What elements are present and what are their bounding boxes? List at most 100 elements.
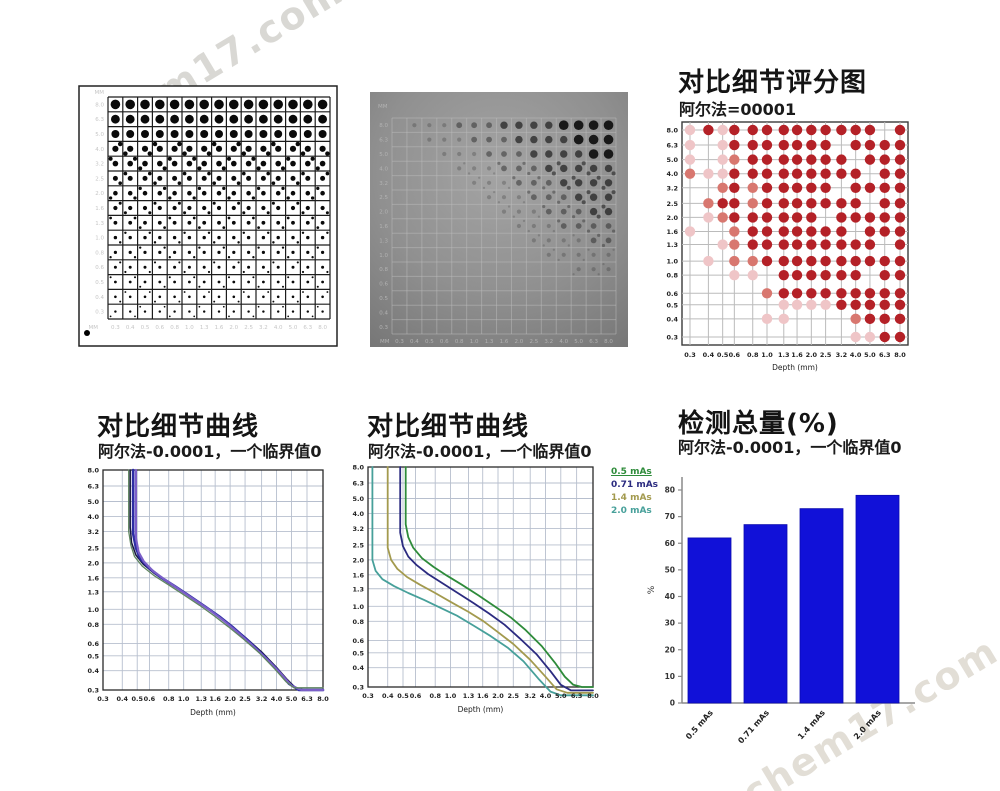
legend-item-1.4mAs: 1.4 mAs	[611, 493, 652, 503]
svg-text:0.5: 0.5	[379, 296, 388, 302]
svg-text:5.0: 5.0	[864, 351, 876, 359]
svg-text:1.3: 1.3	[379, 238, 388, 244]
svg-text:5.0: 5.0	[95, 132, 104, 138]
svg-text:1.3: 1.3	[666, 241, 678, 249]
svg-text:Depth (mm): Depth (mm)	[772, 363, 818, 372]
svg-text:1.4 mAs: 1.4 mAs	[796, 708, 827, 741]
svg-text:5.0: 5.0	[555, 692, 567, 700]
svg-text:0.5: 0.5	[87, 652, 99, 660]
svg-text:5.0: 5.0	[352, 495, 364, 503]
svg-text:1.6: 1.6	[209, 695, 221, 703]
svg-text:3.2: 3.2	[836, 351, 848, 359]
svg-text:0.8: 0.8	[379, 267, 388, 273]
svg-text:6.3: 6.3	[666, 142, 678, 150]
svg-text:6.3: 6.3	[303, 325, 312, 331]
svg-text:0.3: 0.3	[87, 687, 99, 695]
svg-text:0.4: 0.4	[95, 295, 104, 301]
svg-text:2.0: 2.0	[352, 556, 364, 564]
svg-text:0.3: 0.3	[395, 339, 404, 345]
svg-text:0.5: 0.5	[352, 649, 364, 657]
svg-text:6.3: 6.3	[879, 351, 891, 359]
svg-text:MM: MM	[380, 339, 390, 345]
svg-text:0.4: 0.4	[126, 325, 135, 331]
svg-text:1.3: 1.3	[95, 221, 104, 227]
svg-text:0.3: 0.3	[111, 325, 120, 331]
svg-text:0.8: 0.8	[95, 250, 104, 256]
svg-text:8.0: 8.0	[379, 123, 388, 129]
svg-text:2.0: 2.0	[224, 695, 236, 703]
svg-text:1.0: 1.0	[352, 603, 364, 611]
svg-text:1.3: 1.3	[778, 351, 790, 359]
svg-text:5.0: 5.0	[289, 325, 298, 331]
cd-curve-combined-panel: 8.0 6.3 5.0 4.0 3.2 2.5 2.0 1.6 1.3 1.0 0.8 0.6 0.5 0…	[66, 455, 366, 740]
svg-text:3.2: 3.2	[352, 525, 364, 533]
svg-text:5.0: 5.0	[574, 339, 583, 345]
svg-text:4.0: 4.0	[274, 325, 283, 331]
svg-text:4.0: 4.0	[666, 170, 678, 178]
svg-text:70: 70	[665, 512, 675, 521]
score-map-plot: 8.06.35.04.03.22.52.01.61.31.00.80.60.50…	[666, 121, 909, 372]
svg-text:8.0: 8.0	[894, 351, 906, 359]
svg-text:1.6: 1.6	[215, 325, 224, 331]
detection-total-subtitle: 阿尔法-0.0001，一个临界值0	[678, 438, 902, 457]
legend-item-0.71mAs: 0.71 mAs	[611, 480, 659, 490]
svg-text:2.0: 2.0	[515, 339, 524, 345]
svg-text:6.3: 6.3	[301, 695, 313, 703]
svg-text:MM: MM	[95, 90, 105, 96]
score-map-subtitle: 阿尔法=00001	[679, 100, 797, 119]
svg-text:8.0: 8.0	[352, 464, 364, 472]
svg-text:MM: MM	[89, 325, 99, 331]
svg-text:1.0: 1.0	[761, 351, 773, 359]
svg-text:6.3: 6.3	[571, 692, 583, 700]
svg-text:0.6: 0.6	[144, 695, 156, 703]
svg-text:0.6: 0.6	[379, 282, 388, 288]
svg-text:8.0: 8.0	[317, 695, 329, 703]
svg-text:1.6: 1.6	[352, 571, 364, 579]
detection-total-plot: 0 10 20 30 40 50 60 70 80 0.5 mAs 0.71 mAs 1.4 mAs 2…	[647, 477, 915, 745]
svg-text:0.5: 0.5	[425, 339, 434, 345]
svg-text:1.3: 1.3	[485, 339, 494, 345]
svg-text:0.8: 0.8	[170, 325, 179, 331]
svg-text:6.3: 6.3	[95, 117, 104, 123]
svg-text:0.8: 0.8	[429, 692, 441, 700]
svg-text:2.0: 2.0	[95, 191, 104, 197]
svg-text:1.6: 1.6	[87, 574, 99, 582]
svg-text:3.2: 3.2	[259, 325, 268, 331]
svg-text:0.8: 0.8	[87, 621, 99, 629]
svg-text:0.8: 0.8	[455, 339, 464, 345]
svg-text:2.5: 2.5	[820, 351, 832, 359]
svg-text:2.5: 2.5	[508, 692, 520, 700]
svg-text:0.6: 0.6	[352, 637, 364, 645]
svg-text:4.0: 4.0	[87, 513, 99, 521]
svg-text:0.6: 0.6	[666, 290, 678, 298]
phantom-radiograph-image: 8.0 6.3 5.0 4.0 3.2 2.5 2.0 1.6 1.3 1.0 0.8 0.6 0.5 0…	[370, 92, 628, 347]
svg-text:0.4: 0.4	[382, 692, 394, 700]
svg-text:40: 40	[665, 592, 675, 601]
score-map-panel: 8.0 6.3 5.0 4.0 3.2 2.5 2.0 1.6 1.3 1.0 0.8 0.6 0.5 0…	[652, 112, 988, 382]
svg-text:3.2: 3.2	[87, 528, 99, 536]
svg-text:0.5: 0.5	[397, 692, 409, 700]
detection-total-panel: 0 10 20 30 40 50 60 70 80 0.5 mAs 0.71 mAs 1.4 mAs 2…	[640, 450, 990, 780]
svg-text:1.0: 1.0	[666, 258, 678, 266]
svg-text:2.0: 2.0	[806, 351, 818, 359]
svg-text:1.3: 1.3	[463, 692, 475, 700]
svg-text:0.8: 0.8	[747, 351, 759, 359]
svg-text:5.0: 5.0	[666, 156, 678, 164]
svg-text:6.3: 6.3	[379, 138, 388, 144]
phantom-radiograph-panel: 8.0 6.3 5.0 4.0 3.2 2.5 2.0 1.6 1.3 1.0 0.8 0.6 0.5 0…	[370, 92, 628, 347]
svg-text:50: 50	[665, 565, 675, 574]
svg-text:3.2: 3.2	[666, 184, 678, 192]
cd-curve-dose-title: 对比细节曲线	[367, 412, 530, 442]
svg-text:6.3: 6.3	[352, 480, 364, 488]
svg-text:0.6: 0.6	[410, 692, 422, 700]
svg-text:0.4: 0.4	[117, 695, 129, 703]
cd-curve-dose-panel: 8.0 6.3 5.0 4.0 3.2 2.5 2.0 1.6 1.3 1.0 0.8 0.6 0.5 0…	[340, 455, 620, 740]
svg-text:2.5: 2.5	[87, 544, 99, 552]
detection-total-title: 检测总量(%)	[678, 409, 839, 439]
svg-text:4.0: 4.0	[95, 147, 104, 153]
svg-text:0.4: 0.4	[703, 351, 715, 359]
svg-text:0.3: 0.3	[684, 351, 696, 359]
phantom-schematic-panel: 8.0 6.3 5.0 4.0 3.2 2.5 2.0 1.6 1.3 1.0 0.8 0.6 0.5 0…	[78, 85, 338, 347]
svg-text:60: 60	[665, 539, 675, 548]
score-map-title: 对比细节评分图	[678, 68, 868, 98]
